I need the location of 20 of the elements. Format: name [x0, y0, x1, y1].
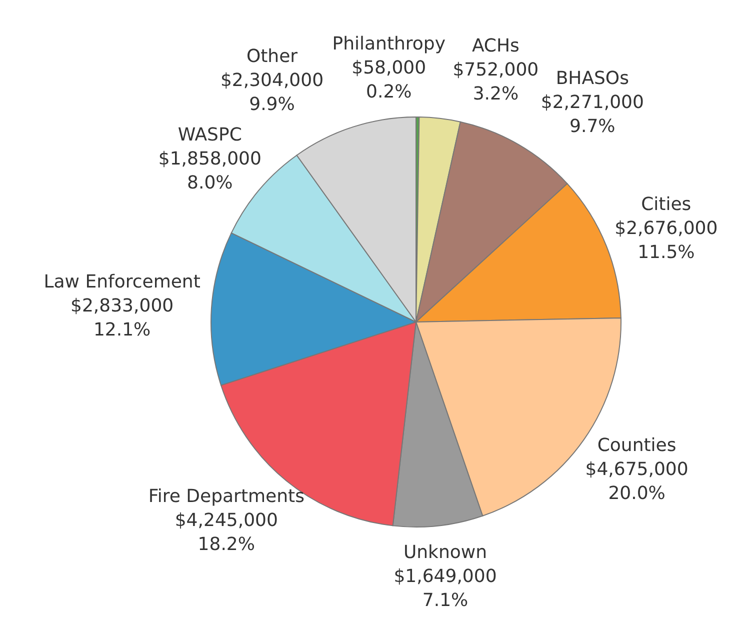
data-label: $1,858,000 8.0%	[158, 148, 262, 194]
data-label: $752,000 3.2%	[452, 59, 539, 104]
data-label: $2,676,000 11.5%	[614, 218, 718, 264]
data-label: $4,245,000 18.2%	[174, 510, 278, 556]
slice-label: ACHs	[472, 35, 520, 56]
slice-label: Fire Departments	[148, 486, 304, 508]
data-label: $2,304,000 9.9%	[220, 70, 324, 115]
data-label: $4,675,000 20.0%	[585, 458, 688, 504]
data-label: $2,271,000 9.7%	[540, 92, 644, 137]
slice-label: Law Enforcement	[44, 271, 200, 292]
slice-label: WASPC	[178, 124, 242, 146]
slice-label: Unknown	[403, 542, 488, 564]
slice-label: Cities	[641, 194, 692, 216]
slice-label: Other	[246, 46, 298, 67]
slice-label: BHASOs	[556, 68, 629, 89]
data-label: $58,000 0.2%	[352, 58, 426, 103]
data-label: $1,649,000 7.1%	[394, 566, 497, 612]
data-label: $2,833,000 12.1%	[70, 295, 174, 340]
slice-label: Philanthropy	[332, 34, 446, 55]
slice-label: Counties	[597, 434, 676, 456]
